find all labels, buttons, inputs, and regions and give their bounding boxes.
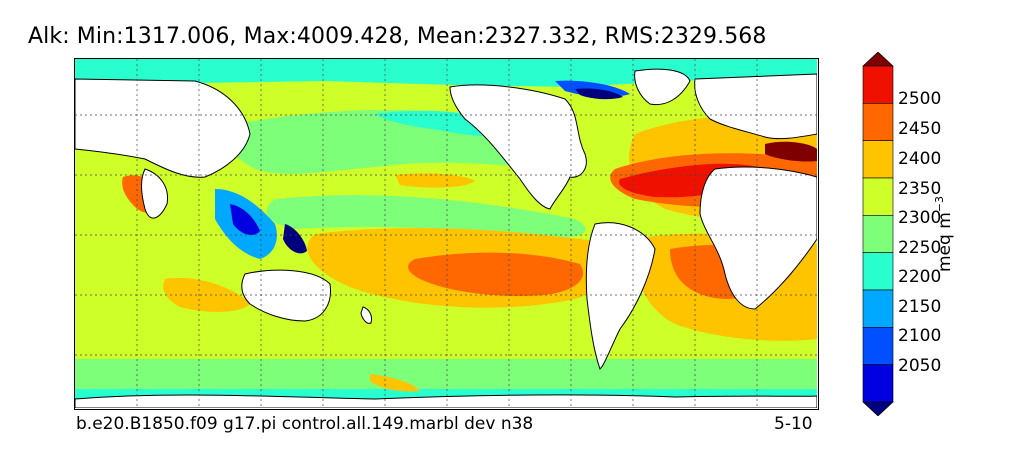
colorbar-segment [862,289,894,328]
antarctica-land [75,394,817,408]
map-canvas [75,59,817,408]
land-masses [75,68,817,408]
colorbar-tick-label: 2050 [898,356,942,376]
equatorial-pacific-green [266,195,586,238]
south-pacific-orange-core [408,252,584,297]
colorbar-segment [862,327,894,365]
colorbar-tick-label: 2150 [898,297,942,317]
colorbar-segment [862,252,894,291]
case-name-label: b.e20.B1850.f09 g17.pi control.all.149.m… [76,414,534,434]
europe-land [694,73,817,140]
india-land [141,168,169,219]
colorbar-unit-label: meq m−3 [933,196,955,272]
greenland-land [634,68,691,106]
indonesia-low-blue [230,204,260,235]
graticule [75,59,817,408]
colorbar-tick-label: 2350 [898,179,942,199]
colorbar-tick-label: 2500 [898,89,942,109]
colorbar-tick-label: 2300 [898,208,942,228]
arctic-contour-band [75,59,817,87]
south-america-land [585,222,656,370]
asia-land [75,78,251,178]
new-guinea-low-patch [283,224,307,254]
colorbar-extend-max [862,52,894,67]
colorbar-segment [862,364,894,403]
australia-land [241,269,332,322]
southern-ocean-yellow-patch [370,374,420,392]
colorbar-segment [862,215,894,253]
colorbar-segment [862,103,894,141]
colorbar-tick-label: 2450 [898,119,942,139]
colorbar-tick-label: 2200 [898,267,942,287]
colorbar-segment [862,140,894,179]
mediterranean-high-patch [765,141,817,162]
colorbar-segment [862,65,894,104]
colorbar-tick-label: 2100 [898,326,942,346]
colorbar-tick-label: 2400 [898,149,942,169]
hudson-bay-low-core [575,88,623,100]
north-pacific-high-tongue [395,173,475,188]
africa-land [699,166,817,310]
new-zealand-land [360,306,372,324]
ocean-alkalinity-map [74,58,819,410]
colorbar [862,52,894,416]
colorbar-segment [862,177,894,216]
colorbar-extend-min [862,401,894,416]
period-label: 5-10 [774,414,813,434]
north-america-land [449,84,587,210]
colorbar-tick-label: 2250 [898,238,942,258]
plot-title: Alk: Min:1317.006, Max:4009.428, Mean:23… [28,24,767,49]
